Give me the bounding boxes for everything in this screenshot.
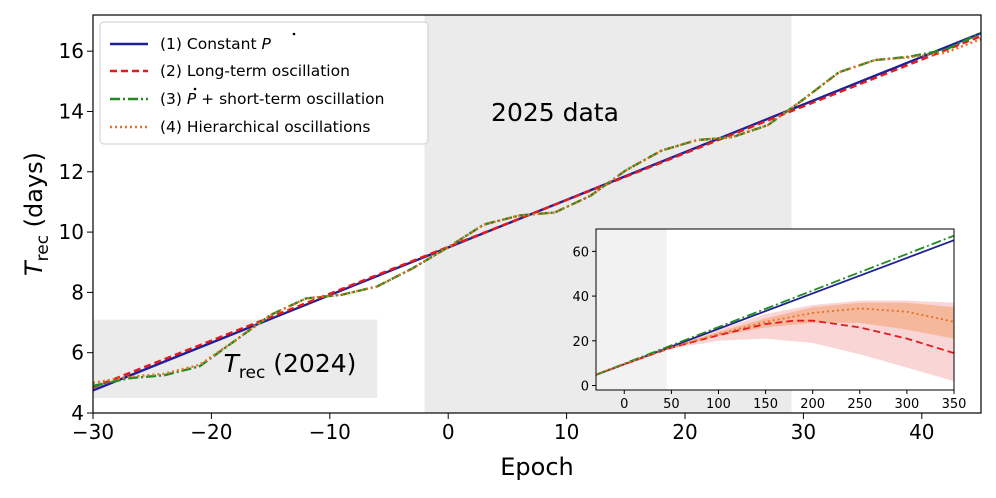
inset-series-1-constant-p bbox=[596, 239, 954, 376]
inset-x-tick-label: 0 bbox=[620, 397, 628, 412]
main-series-2-long-term-oscillation bbox=[93, 34, 981, 389]
inset-x-tick-label: 50 bbox=[663, 397, 680, 412]
inset-y-tick-label: 60 bbox=[572, 245, 589, 260]
inset-x-tick-label: 300 bbox=[894, 397, 919, 412]
main-x-tick-label: −20 bbox=[190, 420, 232, 444]
main-y-tick-label: 12 bbox=[59, 160, 84, 184]
region-label-2024: Trec (2024) bbox=[224, 349, 357, 383]
main-y-ticks: 4 6 8 10 12 14 16 bbox=[59, 39, 93, 425]
legend-item-1: (1) Constant P bbox=[110, 32, 296, 53]
inset-y-ticks: 0 20 40 60 bbox=[572, 245, 596, 395]
inset-x-tick-label: 350 bbox=[942, 397, 967, 412]
legend-label-4: (4) Hierarchical oscillations bbox=[160, 118, 370, 136]
inset-series-lines bbox=[596, 234, 954, 376]
main-x-ticks: −30 −20 −10 0 10 20 30 40 bbox=[72, 413, 935, 444]
inset-band-4-hierarchical-oscillations bbox=[596, 302, 954, 376]
inset-frame bbox=[595, 228, 955, 391]
y-axis-label: Trec (days) bbox=[20, 152, 53, 276]
main-x-tick-label: −30 bbox=[72, 420, 114, 444]
inset-series-2-long-term-oscillation bbox=[596, 319, 954, 376]
main-x-tick-label: 40 bbox=[909, 420, 934, 444]
main-series-lines bbox=[93, 31, 981, 392]
main-x-tick-label: 30 bbox=[791, 420, 816, 444]
inset-uncertainty-bands bbox=[596, 300, 954, 382]
main-y-tick-label: 6 bbox=[71, 341, 84, 365]
inset-y-tick-label: 40 bbox=[572, 290, 589, 305]
inset-shaded-region-rect bbox=[596, 229, 667, 390]
inset-x-tick-label: 100 bbox=[706, 397, 731, 412]
legend-label-1: (1) Constant P bbox=[160, 35, 272, 53]
main-x-tick-label: 10 bbox=[554, 420, 579, 444]
inset-series-3-p-short-term-oscillation bbox=[596, 234, 954, 376]
region-label-2025: 2025 data bbox=[491, 98, 619, 127]
inset-x-tick-label: 250 bbox=[847, 397, 872, 412]
main-y-tick-label: 16 bbox=[59, 39, 84, 63]
inset-x-ticks: 0 50 100 150 200 250 300 350 bbox=[620, 390, 966, 412]
legend-label-2: (2) Long-term oscillation bbox=[160, 62, 350, 80]
main-plot-frame bbox=[92, 14, 982, 414]
legend-item-3: (3) P + short-term oscillation bbox=[110, 87, 384, 108]
inset-y-tick-label: 0 bbox=[581, 380, 589, 395]
main-y-tick-label: 8 bbox=[71, 280, 84, 304]
inset-y-tick-label: 20 bbox=[572, 335, 589, 350]
main-x-tick-label: −10 bbox=[309, 420, 351, 444]
inset-shaded-region bbox=[596, 229, 667, 390]
inset-x-tick-label: 150 bbox=[753, 397, 778, 412]
main-y-tick-label: 4 bbox=[71, 401, 84, 425]
x-axis-label: Epoch bbox=[500, 453, 574, 481]
main-x-tick-label: 20 bbox=[672, 420, 697, 444]
legend-item-2: (2) Long-term oscillation bbox=[110, 62, 350, 80]
inset-chart: 0 50 100 150 200 250 300 350 0 20 40 60 bbox=[572, 228, 966, 412]
legend-label-3: (3) P + short-term oscillation bbox=[160, 90, 384, 108]
inset-x-tick-label: 200 bbox=[800, 397, 825, 412]
main-y-tick-label: 14 bbox=[59, 99, 84, 123]
inset-series-4-hierarchical-oscillations bbox=[596, 307, 954, 376]
main-y-tick-label: 10 bbox=[59, 220, 84, 244]
main-series-4-hierarchical-oscillations bbox=[93, 37, 981, 384]
main-x-tick-label: 0 bbox=[442, 420, 455, 444]
legend: (1) Constant P (2) Long-term oscillation… bbox=[99, 21, 429, 145]
legend-item-4: (4) Hierarchical oscillations bbox=[110, 118, 370, 136]
